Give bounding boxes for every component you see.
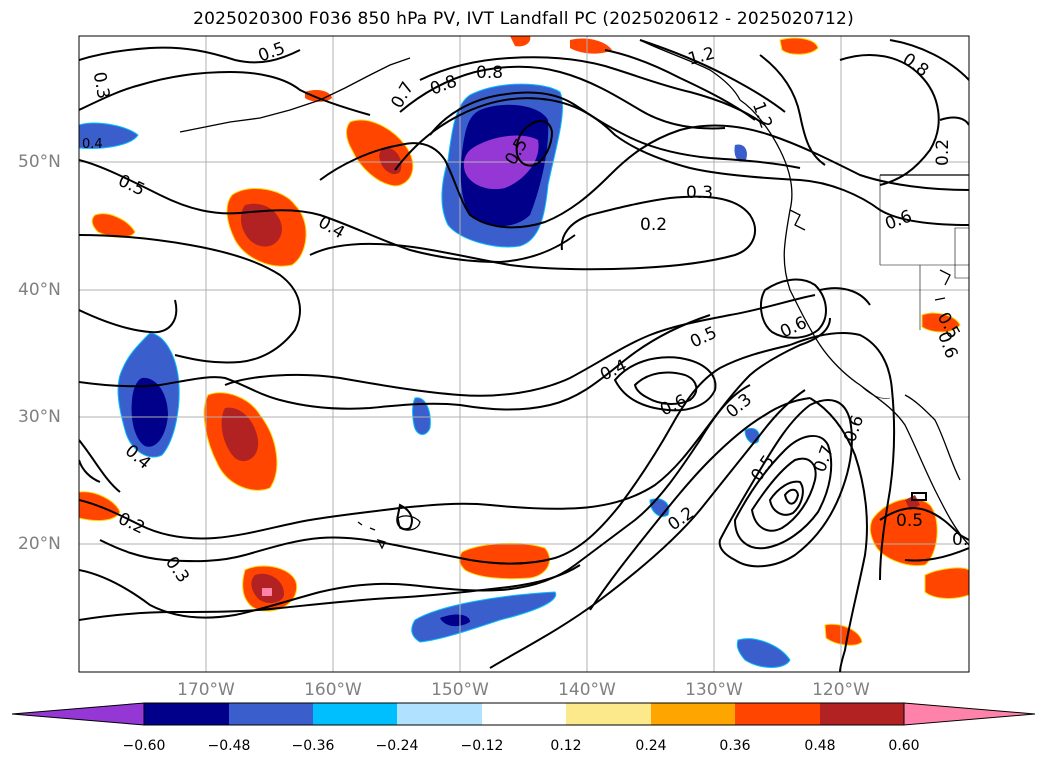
contour-label: 0.4: [82, 137, 103, 152]
contour-label: 0.3: [89, 70, 113, 100]
lon-label-140w: 140°W: [558, 680, 616, 700]
colorbar: [11, 702, 1036, 726]
lon-label-170w: 170°W: [177, 680, 235, 700]
contour-label: 0.2: [933, 139, 953, 166]
colorbar-tick-label: −0.60: [122, 738, 166, 754]
lon-label-150w: 150°W: [431, 680, 489, 700]
colorbar-segment: [229, 703, 313, 725]
contour-label: 0.5: [896, 511, 923, 531]
contour-label: 0.3: [686, 183, 713, 203]
contour-label: 0.8: [952, 530, 979, 550]
colorbar-tick-label: −0.12: [460, 738, 504, 754]
colorbar-segment: [144, 703, 229, 725]
lat-label-40n: 40°N: [18, 280, 61, 300]
colorbar-frame: [143, 702, 905, 726]
cold-blob-c: [411, 591, 557, 643]
lon-label-130w: 130°W: [685, 680, 743, 700]
warm-blob-o: [305, 90, 332, 102]
pv-contours: [79, 39, 969, 672]
colorbar-segment: [820, 703, 904, 725]
warm-blob-j: [824, 623, 863, 646]
colorbar-extend-left: [11, 702, 145, 726]
colorbar-tick-label: −0.36: [291, 738, 335, 754]
colorbar-extend-right: [903, 702, 1036, 726]
colorbar-tick-label: 0.36: [719, 738, 751, 754]
lat-label-20n: 20°N: [18, 534, 61, 554]
cold-blob-f: [736, 638, 791, 668]
contour-label: 0.2: [640, 215, 667, 235]
colorbar-tick-label: 0.60: [888, 738, 920, 754]
negative-anomaly-shading: [79, 83, 791, 668]
colorbar-segment: [651, 703, 735, 725]
warm-blob-i: [924, 567, 969, 599]
colorbar-tick-label: −0.24: [375, 738, 419, 754]
colorbar-segment: [397, 703, 482, 725]
cold-blob-d: [79, 122, 139, 149]
warm-blob-l: [779, 37, 819, 55]
colorbar-tick-label: 0.48: [804, 738, 836, 754]
colorbar-tick-label: 0.24: [635, 738, 667, 754]
warm-blob-m: [510, 36, 531, 47]
graticule: [79, 36, 969, 672]
colorbar-segment: [566, 703, 651, 725]
contour-label: 0.8: [476, 63, 503, 83]
cold-blob-i: [734, 144, 747, 163]
lat-label-50n: 50°N: [18, 152, 61, 172]
warm-blob-n: [570, 38, 612, 54]
lon-label-120w: 120°W: [812, 680, 870, 700]
warm-blob-g: [458, 542, 550, 580]
positive-anomaly-shading: [79, 36, 969, 646]
lon-label-160w: 160°W: [304, 680, 362, 700]
colorbar-segment: [735, 703, 820, 725]
colorbar-tick-label: 0.12: [550, 738, 582, 754]
colorbar-segment: [313, 703, 397, 725]
lat-label-30n: 30°N: [18, 407, 61, 427]
colorbar-segment: [482, 703, 566, 725]
cold-blob-e: [412, 397, 431, 435]
figure-title: 2025020300 F036 850 hPa PV, IVT Landfall…: [193, 9, 854, 29]
warm-blob-k: [921, 312, 961, 333]
map-frame: [78, 35, 970, 673]
colorbar-tick-label: −0.48: [207, 738, 251, 754]
